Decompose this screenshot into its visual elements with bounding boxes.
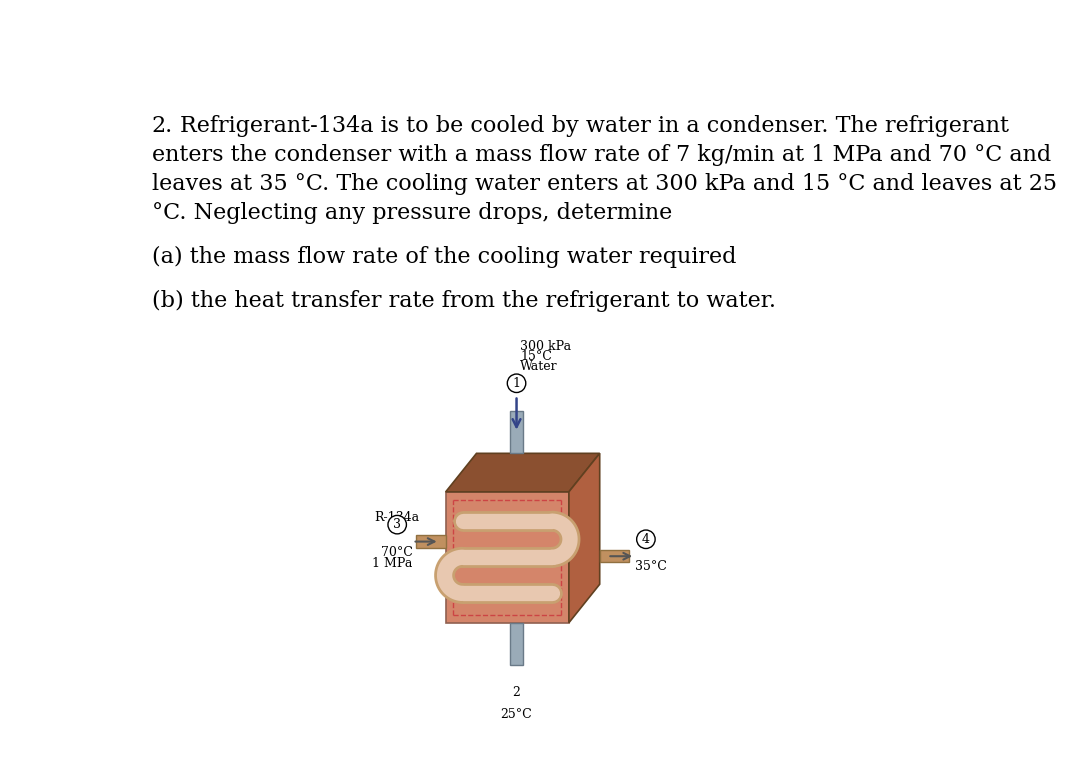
Polygon shape	[446, 491, 569, 623]
Text: 300 kPa: 300 kPa	[521, 340, 571, 353]
Text: °C. Neglecting any pressure drops, determine: °C. Neglecting any pressure drops, deter…	[151, 203, 672, 224]
Circle shape	[388, 515, 406, 534]
Text: 1 MPa: 1 MPa	[373, 557, 413, 570]
Text: enters the condenser with a mass flow rate of 7 kg/min at 1 MPa and 70 °C and: enters the condenser with a mass flow ra…	[151, 144, 1051, 166]
Text: (b) the heat transfer rate from the refrigerant to water.: (b) the heat transfer rate from the refr…	[151, 290, 775, 312]
Text: R-134a: R-134a	[375, 511, 420, 523]
Text: (a) the mass flow rate of the cooling water required: (a) the mass flow rate of the cooling wa…	[151, 245, 737, 267]
Text: 1: 1	[513, 376, 521, 390]
Polygon shape	[446, 453, 599, 491]
Text: 70°C: 70°C	[381, 546, 413, 559]
Circle shape	[508, 374, 526, 392]
Polygon shape	[511, 411, 523, 453]
Circle shape	[508, 684, 526, 702]
Text: Water: Water	[521, 360, 558, 373]
Text: 3: 3	[393, 518, 401, 531]
Text: leaves at 35 °C. The cooling water enters at 300 kPa and 15 °C and leaves at 25: leaves at 35 °C. The cooling water enter…	[151, 173, 1056, 195]
Text: Refrigerant-134a is to be cooled by water in a condenser. The refrigerant: Refrigerant-134a is to be cooled by wate…	[180, 114, 1009, 136]
Polygon shape	[569, 453, 599, 623]
Text: 2: 2	[513, 687, 521, 700]
Polygon shape	[599, 550, 629, 562]
Circle shape	[636, 530, 656, 549]
Text: 25°C: 25°C	[501, 708, 532, 721]
Text: 4: 4	[642, 533, 650, 546]
Text: 15°C: 15°C	[521, 351, 552, 363]
Polygon shape	[417, 536, 446, 548]
Text: 35°C: 35°C	[635, 560, 667, 573]
Text: 2.: 2.	[151, 114, 173, 136]
Polygon shape	[511, 623, 523, 665]
